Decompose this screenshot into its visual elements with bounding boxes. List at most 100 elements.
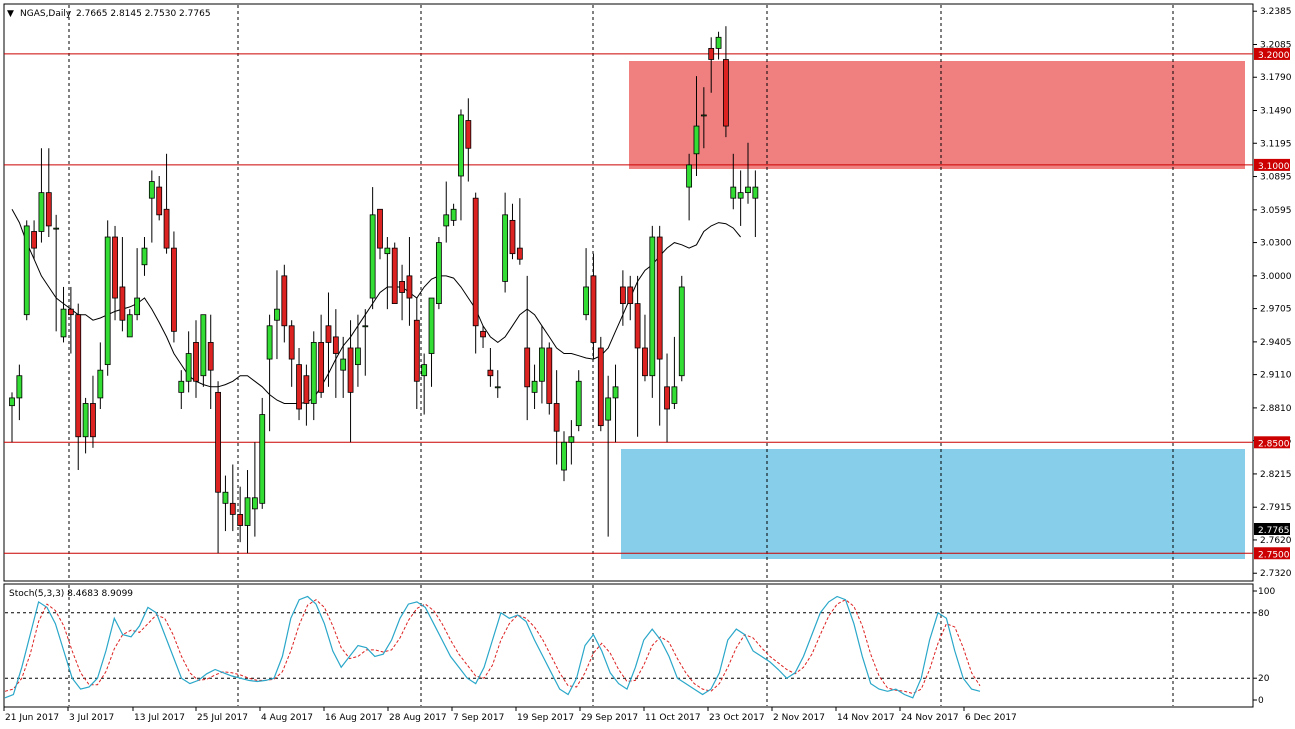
- candle: [435, 237, 442, 310]
- bull-candle-body: [134, 297, 141, 316]
- candle: [377, 208, 383, 260]
- bear-candle-body: [524, 347, 531, 388]
- candle: [104, 220, 111, 376]
- bear-candle-body: [553, 403, 560, 432]
- bear-candle-body: [723, 59, 729, 127]
- bull-candle-body: [494, 386, 501, 389]
- bear-candle-body: [642, 347, 648, 377]
- bear-candle-body: [597, 347, 604, 427]
- candle: [148, 170, 155, 243]
- date-tick-label: 7 Sep 2017: [453, 713, 504, 723]
- candle: [539, 325, 545, 404]
- stochastic-axis: 100 80 20 0: [1253, 587, 1275, 706]
- bull-candle-body: [274, 308, 280, 321]
- candle: [634, 275, 641, 437]
- candle: [502, 192, 509, 293]
- bull-candle-body: [693, 125, 700, 155]
- candle: [16, 364, 23, 421]
- date-tick-label: 19 Sep 2017: [517, 713, 574, 723]
- bull-candle-body: [458, 114, 464, 177]
- candle: [509, 203, 516, 260]
- price-tick-label: 2.9110: [1260, 371, 1292, 381]
- candle: [134, 248, 141, 321]
- date-tick-label: 28 Aug 2017: [389, 713, 447, 723]
- stochastic-oscillator: [4, 595, 1252, 699]
- candle: [686, 153, 693, 221]
- candle: [406, 237, 413, 326]
- stoch-tick-label: 0: [1258, 696, 1264, 706]
- collapse-arrow-icon[interactable]: ▼: [7, 9, 14, 19]
- price-tick-label: 3.2085: [1260, 41, 1292, 51]
- bull-candle-body: [428, 297, 435, 354]
- candle: [112, 225, 118, 321]
- candle: [369, 187, 376, 310]
- level-tag: [1254, 547, 1290, 560]
- bear-candle-body: [656, 236, 663, 360]
- candle: [185, 331, 192, 393]
- bear-candle-body: [67, 308, 74, 316]
- candle: [487, 347, 494, 387]
- date-tick-label: 24 Nov 2017: [901, 713, 959, 723]
- candle: [163, 153, 170, 254]
- date-tick-label: 29 Sep 2017: [581, 713, 638, 723]
- bull-candle-body: [605, 397, 612, 421]
- candle: [450, 203, 457, 226]
- bull-candle-body: [53, 227, 60, 230]
- candle: [200, 314, 207, 387]
- bull-candle-body: [126, 314, 133, 338]
- date-axis: 21 Jun 2017 3 Jul 2017 13 Jul 2017 25 Jul 2…: [3, 707, 1017, 723]
- candle: [67, 286, 74, 354]
- level-tag: [1254, 158, 1290, 171]
- candle: [480, 325, 486, 348]
- candle: [244, 470, 251, 554]
- bear-candle-body: [207, 342, 214, 371]
- candle: [428, 297, 435, 387]
- bear-candle-body: [664, 386, 670, 410]
- level-tag: [1254, 47, 1290, 60]
- candle: [745, 142, 751, 204]
- bull-candle-body: [575, 380, 582, 427]
- price-tick-label: 2.9405: [1260, 338, 1292, 348]
- bear-candle-body: [480, 330, 486, 338]
- price-tick-label: 2.7620: [1260, 536, 1292, 546]
- candle: [310, 331, 317, 421]
- date-tick-label: 6 Dec 2017: [965, 713, 1017, 723]
- price-tick-label: 3.0595: [1260, 206, 1292, 216]
- bear-candle-body: [406, 275, 413, 299]
- candle: [156, 175, 163, 221]
- bull-candle-body: [16, 375, 23, 399]
- bear-candle-body: [31, 231, 37, 249]
- candle: [531, 364, 538, 410]
- bear-candle-body: [119, 286, 126, 321]
- bear-candle-body: [391, 247, 398, 304]
- stochastic-label: Stoch(5,3,3) 8.4683 8.9099: [9, 589, 133, 599]
- date-tick-label: 3 Jul 2017: [69, 713, 114, 723]
- candle: [237, 486, 244, 543]
- bull-candle-body: [671, 386, 678, 404]
- horizontal-levels[interactable]: [4, 53, 1253, 554]
- price-tick-label: 2.8810: [1260, 404, 1292, 414]
- bull-candle-body: [141, 247, 148, 266]
- bull-candle-body: [612, 386, 619, 399]
- bull-candle-body: [686, 164, 693, 188]
- bull-candle-body: [222, 491, 229, 504]
- candle: [561, 431, 567, 482]
- candle: [141, 237, 148, 276]
- candle: [347, 320, 354, 443]
- price-tick-label: 2.7915: [1260, 503, 1292, 513]
- date-tick-label: 11 Oct 2017: [645, 713, 701, 723]
- candle: [9, 392, 15, 443]
- oscillator-panel-frame: [3, 583, 1254, 708]
- price-tick-label: 3.0895: [1260, 173, 1292, 183]
- bull-candle-body: [443, 214, 450, 227]
- level-label: 2.8500: [1258, 439, 1290, 449]
- bull-candle-body: [649, 236, 656, 377]
- bull-candle-body: [730, 186, 737, 199]
- price-tick-label: 3.1490: [1260, 107, 1292, 117]
- candle: [274, 270, 280, 360]
- bear-candle-body: [619, 286, 626, 304]
- bear-candle-body: [399, 281, 405, 293]
- bear-candle-body: [509, 219, 516, 255]
- candle: [649, 225, 656, 398]
